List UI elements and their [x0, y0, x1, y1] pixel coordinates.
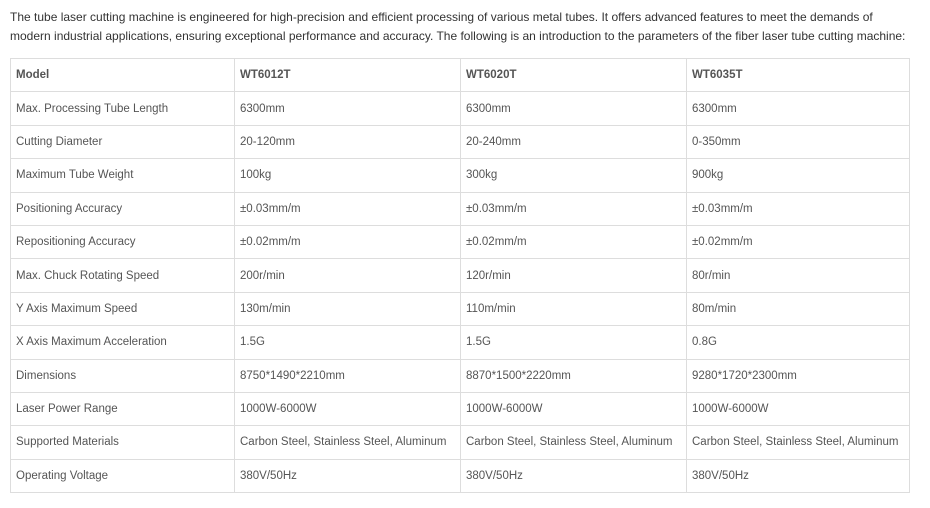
row-label-cell: X Axis Maximum Acceleration: [10, 325, 235, 360]
table-row: Y Axis Maximum Speed 130m/min 110m/min 80m/…: [10, 291, 910, 327]
value-cell: 100kg: [234, 158, 461, 193]
value-cell: 200r/min: [234, 258, 461, 293]
table-row: Cutting Diameter 20-120mm 20-240mm 0-350mm: [10, 124, 910, 160]
value-cell: 380V/50Hz: [686, 458, 910, 494]
value-cell: 80m/min: [686, 291, 910, 327]
table-row: Max. Processing Tube Length 6300mm 6300mm 6…: [10, 91, 910, 126]
table-row: Operating Voltage 380V/50Hz 380V/50Hz 380V/…: [10, 458, 910, 494]
value-cell: 1000W-6000W: [234, 391, 461, 427]
value-cell: Carbon Steel, Stainless Steel, Aluminum: [686, 425, 910, 460]
row-label-cell: Dimensions: [10, 358, 235, 393]
row-label-cell: Operating Voltage: [10, 458, 235, 494]
intro-paragraph: The tube laser cutting machine is engine…: [10, 10, 906, 43]
row-label-cell: Y Axis Maximum Speed: [10, 291, 235, 327]
value-cell: 1.5G: [460, 325, 687, 360]
value-cell: 6300mm: [234, 91, 461, 126]
value-cell: 8870*1500*2220mm: [460, 358, 687, 393]
value-cell: 300kg: [460, 158, 687, 193]
row-label-cell: Positioning Accuracy: [10, 191, 235, 226]
row-label-cell: Max. Chuck Rotating Speed: [10, 258, 235, 293]
table-row: Repositioning Accuracy ±0.02mm/m ±0.02mm/m…: [10, 224, 910, 260]
value-cell: 6300mm: [460, 91, 687, 126]
value-cell: 6300mm: [686, 91, 910, 126]
value-cell: 380V/50Hz: [234, 458, 461, 494]
value-cell: 900kg: [686, 158, 910, 193]
value-cell: ±0.03mm/m: [686, 191, 910, 226]
value-cell: 130m/min: [234, 291, 461, 327]
row-label-cell: Cutting Diameter: [10, 124, 235, 160]
row-label-cell: Maximum Tube Weight: [10, 158, 235, 193]
table-row: X Axis Maximum Acceleration 1.5G 1.5G 0.8G: [10, 325, 910, 360]
table-header-row: Model WT6012T WT6020T WT6035T: [10, 57, 910, 93]
value-cell: 110m/min: [460, 291, 687, 327]
table-row: Positioning Accuracy ±0.03mm/m ±0.03mm/m ±0…: [10, 191, 910, 226]
table-row: Max. Chuck Rotating Speed 200r/min 120r/mi…: [10, 258, 910, 293]
value-cell: 120r/min: [460, 258, 687, 293]
value-cell: 9280*1720*2300mm: [686, 358, 910, 393]
table-row: Laser Power Range 1000W-6000W 1000W-6000W 1…: [10, 391, 910, 427]
value-cell: Carbon Steel, Stainless Steel, Aluminum: [460, 425, 687, 460]
value-cell: 0.8G: [686, 325, 910, 360]
spec-table: Model WT6012T WT6020T WT6035T Max. Processin…: [10, 57, 910, 494]
row-label-cell: Supported Materials: [10, 425, 235, 460]
value-cell: ±0.02mm/m: [234, 224, 461, 260]
value-cell: ±0.03mm/m: [234, 191, 461, 226]
table-row: Supported Materials Carbon Steel, Stainle…: [10, 425, 910, 460]
table-row: Maximum Tube Weight 100kg 300kg 900kg: [10, 158, 910, 193]
value-cell: Carbon Steel, Stainless Steel, Aluminum: [234, 425, 461, 460]
value-cell: 20-120mm: [234, 124, 461, 160]
value-cell: ±0.02mm/m: [460, 224, 687, 260]
value-cell: 20-240mm: [460, 124, 687, 160]
row-label-cell: Laser Power Range: [10, 391, 235, 427]
value-cell: 1000W-6000W: [460, 391, 687, 427]
value-cell: ±0.03mm/m: [460, 191, 687, 226]
row-label-cell: Repositioning Accuracy: [10, 224, 235, 260]
table-row: Dimensions 8750*1490*2210mm 8870*1500*2220…: [10, 358, 910, 393]
row-label-cell: Model: [10, 57, 235, 93]
value-cell: 80r/min: [686, 258, 910, 293]
value-cell: 380V/50Hz: [460, 458, 687, 494]
value-cell: 1000W-6000W: [686, 391, 910, 427]
value-cell: WT6035T: [686, 57, 910, 93]
value-cell: 8750*1490*2210mm: [234, 358, 461, 393]
value-cell: WT6012T: [234, 57, 461, 93]
value-cell: ±0.02mm/m: [686, 224, 910, 260]
value-cell: 1.5G: [234, 325, 461, 360]
row-label-cell: Max. Processing Tube Length: [10, 91, 235, 126]
value-cell: 0-350mm: [686, 124, 910, 160]
value-cell: WT6020T: [460, 57, 687, 93]
